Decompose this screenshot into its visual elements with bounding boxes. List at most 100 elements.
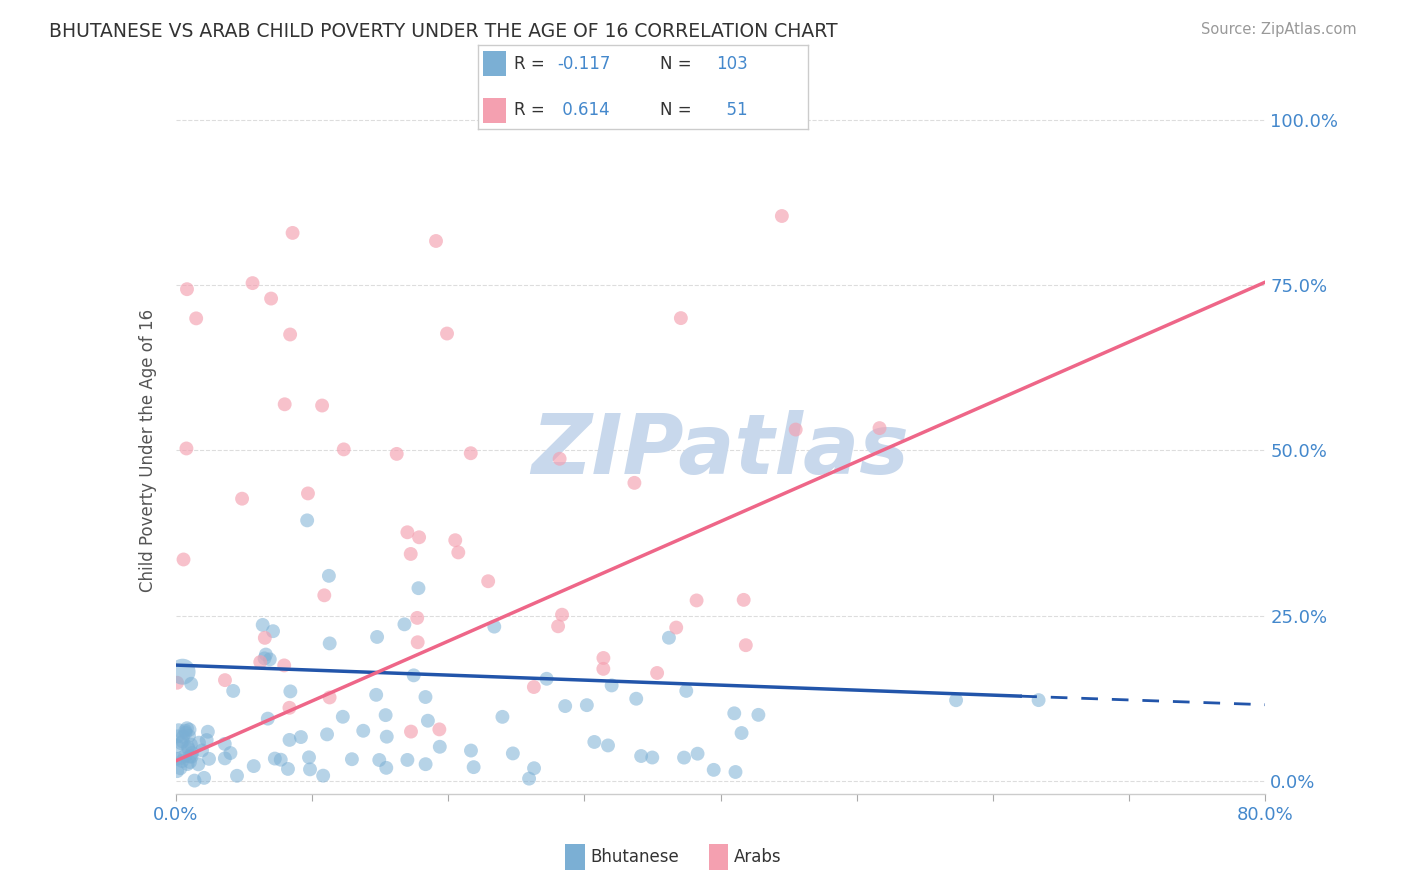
Point xyxy=(724,764,747,779)
Point xyxy=(658,631,681,645)
Point xyxy=(444,533,467,548)
Point xyxy=(368,753,391,767)
Point xyxy=(173,552,195,566)
Point xyxy=(263,751,285,765)
Point xyxy=(249,655,271,669)
Point xyxy=(396,753,419,767)
Point xyxy=(394,617,416,632)
Point xyxy=(415,757,437,772)
Text: R =: R = xyxy=(515,102,546,120)
Point xyxy=(297,486,319,500)
Point xyxy=(318,636,340,650)
Point xyxy=(181,746,204,760)
Point xyxy=(278,732,301,747)
Point xyxy=(290,730,312,744)
Point xyxy=(193,771,215,785)
Point xyxy=(770,209,793,223)
Point xyxy=(408,581,430,595)
Point xyxy=(536,672,558,686)
Point xyxy=(416,714,439,728)
Point xyxy=(686,747,709,761)
Point xyxy=(447,545,470,559)
Point xyxy=(191,743,214,757)
Point xyxy=(429,739,451,754)
Point xyxy=(177,729,200,743)
Point xyxy=(298,750,321,764)
Bar xyxy=(484,97,506,123)
Point xyxy=(176,282,198,296)
Bar xyxy=(709,844,728,871)
Point xyxy=(596,739,619,753)
Point xyxy=(172,665,194,679)
Point xyxy=(523,680,546,694)
Point xyxy=(399,547,422,561)
Point xyxy=(402,668,425,682)
Point xyxy=(176,442,198,456)
Point xyxy=(280,684,302,698)
Point xyxy=(645,665,668,680)
Point xyxy=(295,513,318,527)
Point xyxy=(314,588,336,602)
Point xyxy=(172,754,194,768)
Point xyxy=(188,736,211,750)
Point xyxy=(262,624,284,639)
Point xyxy=(180,738,202,752)
Point xyxy=(165,752,187,766)
Point xyxy=(554,699,576,714)
Point xyxy=(222,684,245,698)
Point xyxy=(166,675,188,690)
Point xyxy=(214,737,236,751)
Point xyxy=(352,723,374,738)
Point xyxy=(253,631,276,645)
Point xyxy=(270,753,292,767)
Point xyxy=(256,712,278,726)
Point xyxy=(396,525,419,540)
Point xyxy=(242,759,264,773)
Point xyxy=(166,739,188,753)
Point xyxy=(311,399,333,413)
Point xyxy=(174,748,197,763)
Point xyxy=(198,752,221,766)
Point xyxy=(548,451,571,466)
Y-axis label: Child Poverty Under the Age of 16: Child Poverty Under the Age of 16 xyxy=(139,309,157,592)
Point xyxy=(170,736,193,750)
Point xyxy=(408,530,430,544)
Point xyxy=(669,311,692,326)
Point xyxy=(260,292,283,306)
Text: Arabs: Arabs xyxy=(734,848,782,866)
Point xyxy=(436,326,458,341)
Point xyxy=(723,706,745,721)
Point xyxy=(177,740,200,755)
Point xyxy=(259,652,281,666)
Point xyxy=(231,491,253,506)
Point xyxy=(685,593,707,607)
Point xyxy=(273,397,295,411)
Point xyxy=(277,762,299,776)
Text: 51: 51 xyxy=(716,102,748,120)
Point xyxy=(547,619,569,633)
Point xyxy=(374,708,396,723)
Text: ZIPatlas: ZIPatlas xyxy=(531,410,910,491)
Point xyxy=(425,234,447,248)
Point xyxy=(281,226,304,240)
Point xyxy=(176,721,198,735)
Point xyxy=(169,761,191,775)
Point xyxy=(623,475,645,490)
Text: Source: ZipAtlas.com: Source: ZipAtlas.com xyxy=(1201,22,1357,37)
Point xyxy=(592,662,614,676)
Point xyxy=(406,611,429,625)
Point xyxy=(226,769,249,783)
Point xyxy=(332,442,354,457)
Point xyxy=(734,638,756,652)
Point xyxy=(385,447,408,461)
Point xyxy=(575,698,598,713)
Point xyxy=(399,724,422,739)
Point xyxy=(273,658,295,673)
Point xyxy=(415,690,437,704)
Text: 103: 103 xyxy=(716,54,748,72)
Point xyxy=(375,730,398,744)
Point xyxy=(1028,693,1050,707)
Point xyxy=(869,421,891,435)
Point xyxy=(179,749,201,764)
Point xyxy=(177,742,200,756)
